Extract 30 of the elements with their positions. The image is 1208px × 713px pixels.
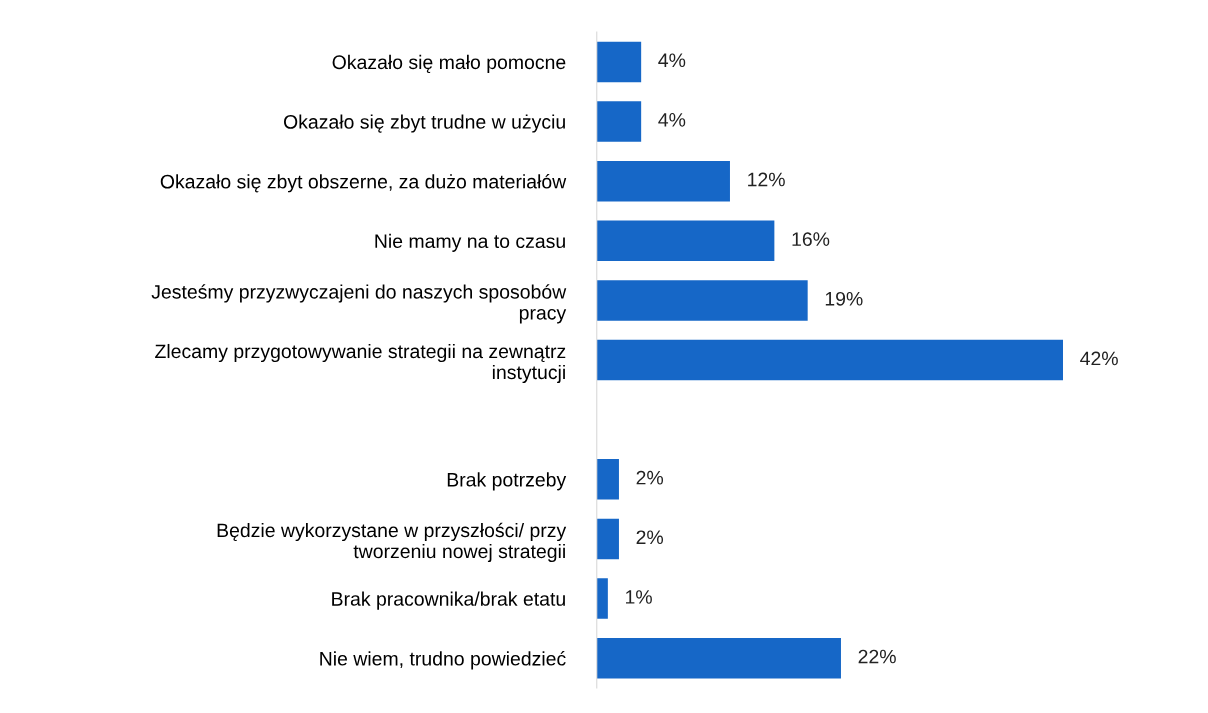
y-tick-label: Okazało się zbyt trudne w użyciu bbox=[283, 114, 565, 133]
y-tick-label: Brak pracownika/brak etatu bbox=[332, 591, 565, 610]
data-label: 4% bbox=[658, 53, 686, 68]
data-label: 1% bbox=[626, 590, 652, 604]
data-label: 4% bbox=[658, 113, 686, 127]
bar bbox=[596, 220, 775, 262]
data-label: 2% bbox=[636, 470, 664, 485]
data-label: 12% bbox=[748, 172, 785, 187]
data-label: 22% bbox=[858, 649, 896, 664]
bar bbox=[596, 280, 808, 321]
y-tick-label: Brak potrzeby bbox=[447, 472, 567, 491]
data-label: 16% bbox=[792, 232, 830, 247]
bar bbox=[596, 160, 730, 202]
data-label: 42% bbox=[1080, 351, 1118, 366]
bar bbox=[596, 101, 642, 142]
data-label: 19% bbox=[825, 291, 863, 306]
bar bbox=[596, 518, 619, 560]
y-tick-label: Będzie wykorzystane w przyszłości/ przy tworzeniu nowej strategii bbox=[217, 522, 567, 563]
bar bbox=[596, 339, 1063, 381]
y-tick-label: Zlecamy przygotowywanie strategii na zewnątrz instytucji bbox=[155, 343, 566, 384]
bar bbox=[596, 578, 608, 619]
bar bbox=[596, 459, 619, 500]
bar bbox=[596, 637, 841, 679]
y-tick-label: Nie mamy na to czasu bbox=[375, 233, 565, 252]
y-tick-label: Nie wiem, trudno powiedzieć bbox=[320, 651, 566, 670]
bar bbox=[596, 41, 642, 83]
y-tick-label: Okazało się mało pomocne bbox=[332, 54, 566, 73]
y-tick-label: Okazało się zbyt obszerne, za dużo materiałów bbox=[160, 174, 567, 193]
data-label: 2% bbox=[636, 530, 664, 545]
y-tick-label: Jesteśmy przyzwyczajeni do naszych sposobów pracy bbox=[151, 284, 567, 324]
